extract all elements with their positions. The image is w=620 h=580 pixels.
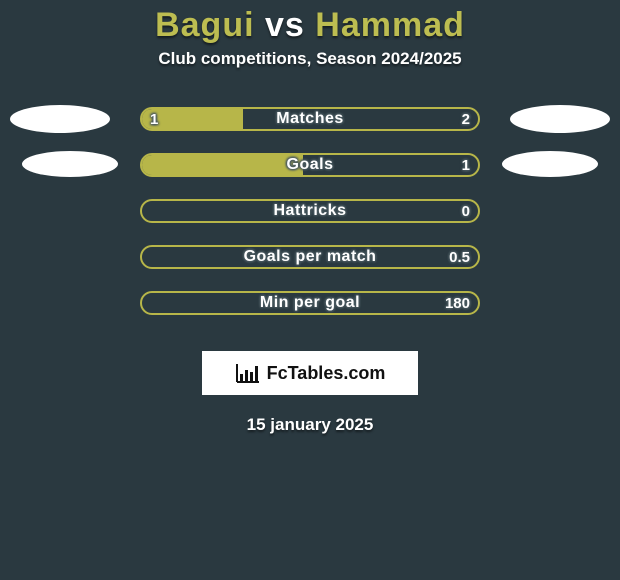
stat-bar: Goals per match (140, 245, 480, 269)
stat-value-right: 180 (445, 291, 470, 315)
fctables-text: FcTables.com (267, 363, 386, 384)
fctables-logo: FcTables.com (202, 351, 418, 395)
stat-bar: Goals (140, 153, 480, 177)
player1-avatar (10, 105, 110, 133)
player2-club-avatar (502, 151, 598, 177)
bar-chart-icon (235, 362, 261, 384)
stat-bar: Hattricks (140, 199, 480, 223)
player1-club-avatar (22, 151, 118, 177)
player2-name: Hammad (315, 6, 465, 44)
stat-label: Min per goal (142, 293, 478, 313)
stat-value-left: 1 (150, 107, 158, 131)
stat-label: Goals (142, 155, 478, 175)
stat-bar: Min per goal (140, 291, 480, 315)
stat-row: Goals1 (0, 153, 620, 199)
date-label: 15 january 2025 (0, 415, 620, 435)
stat-label: Goals per match (142, 247, 478, 267)
stat-row: Hattricks0 (0, 199, 620, 245)
stat-row: Matches1 2 (0, 107, 620, 153)
stat-label: Matches (142, 109, 478, 129)
stat-value-right: 0.5 (449, 245, 470, 269)
stat-row: Goals per match0.5 (0, 245, 620, 291)
stat-label: Hattricks (142, 201, 478, 221)
comparison-title: Bagui vs Hammad (0, 0, 620, 49)
stat-value-right: 1 (462, 153, 470, 177)
player2-avatar (510, 105, 610, 133)
stats-container: Matches12Goals1Hattricks0Goals per match… (0, 107, 620, 337)
vs-label: vs (265, 6, 305, 44)
subtitle: Club competitions, Season 2024/2025 (0, 49, 620, 69)
stat-value-right: 2 (462, 107, 470, 131)
stat-value-right: 0 (462, 199, 470, 223)
stat-bar: Matches (140, 107, 480, 131)
stat-row: Min per goal180 (0, 291, 620, 337)
player1-name: Bagui (155, 6, 254, 44)
